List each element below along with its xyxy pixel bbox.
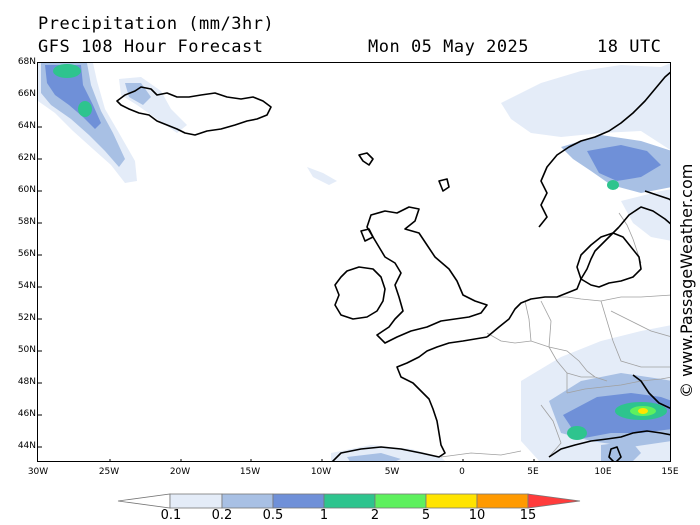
legend-swatch (476, 493, 529, 509)
lon-label: 15W (239, 467, 261, 477)
forecast-date: Mon 05 May 2025 (368, 37, 530, 57)
precip-faroes (307, 167, 337, 185)
forecast-time: 18 UTC (597, 37, 662, 57)
lat-label: 44N (17, 441, 36, 451)
lat-label: 54N (17, 281, 36, 291)
legend-swatch (323, 493, 376, 509)
legend-swatch (272, 493, 325, 509)
legend-swatch (374, 493, 427, 509)
legend-swatch (221, 493, 274, 509)
coast-netherlands (486, 226, 620, 338)
precipitation-areas (38, 63, 670, 461)
lat-label: 58N (17, 217, 36, 227)
precip-iberia-core (347, 453, 401, 461)
precip-cell (78, 101, 92, 117)
legend-arrow-high (527, 493, 581, 509)
lat-label: 52N (17, 313, 36, 323)
precipitation-map[interactable] (37, 62, 671, 462)
coast-ireland (334, 266, 386, 320)
map-canvas (38, 63, 670, 461)
coast-faroes (358, 152, 374, 166)
lat-label: 66N (17, 89, 36, 99)
precip-baltic (621, 189, 670, 241)
legend-label: 0.5 (262, 508, 284, 523)
legend-label: 15 (519, 508, 537, 523)
coast-france (331, 336, 488, 461)
lon-label: 5W (384, 467, 400, 477)
legend-colorbar (117, 493, 581, 509)
lon-label: 0 (459, 467, 465, 477)
coast-scandinavia (538, 71, 670, 228)
lon-label: 10W (310, 467, 332, 477)
legend-arrow-low (117, 493, 171, 509)
lon-label: 5E (527, 467, 539, 477)
lat-label: 64N (17, 121, 36, 131)
forecast-subtitle: GFS 108 Hour Forecast (38, 37, 264, 57)
precip-norwegian-sea (501, 63, 670, 150)
legend-label: 0.1 (160, 508, 182, 523)
watermark: © www.PassageWeather.com (677, 163, 696, 398)
legend-label: 10 (468, 508, 486, 523)
legend-label: 1 (319, 508, 329, 523)
coast-mediterranean (548, 430, 670, 458)
legend-label: 2 (370, 508, 380, 523)
lon-label: 20W (169, 467, 191, 477)
coast-iceland (116, 86, 272, 136)
map-ticks (38, 94, 605, 461)
lon-label: 10E (594, 467, 612, 477)
precip-cell (567, 426, 587, 440)
lat-label: 48N (17, 377, 36, 387)
lat-label: 62N (17, 153, 36, 163)
country-borders (440, 212, 670, 458)
lat-label: 56N (17, 249, 36, 259)
legend-swatch (425, 493, 478, 509)
lat-label: 68N (17, 57, 36, 67)
precip-sardinia (601, 441, 641, 461)
legend-swatch (169, 493, 223, 509)
legend-label: 0.2 (211, 508, 233, 523)
precip-cell (53, 64, 81, 78)
coast-sweden (618, 206, 670, 228)
lon-label: 15E (661, 467, 679, 477)
lat-label: 60N (17, 185, 36, 195)
lat-label: 50N (17, 345, 36, 355)
coastlines (116, 71, 670, 461)
lon-label: 25W (98, 467, 120, 477)
map-title: Precipitation (mm/3hr) (38, 14, 275, 34)
precip-norway-heavy (587, 145, 661, 181)
coast-corsica (608, 446, 622, 461)
precip-cell (638, 408, 648, 414)
lat-label: 46N (17, 409, 36, 419)
lon-label: 30W (27, 467, 49, 477)
coast-great-britain (366, 206, 488, 344)
precip-cell (607, 180, 619, 190)
legend-label: 5 (421, 508, 431, 523)
coast-denmark (576, 232, 642, 288)
